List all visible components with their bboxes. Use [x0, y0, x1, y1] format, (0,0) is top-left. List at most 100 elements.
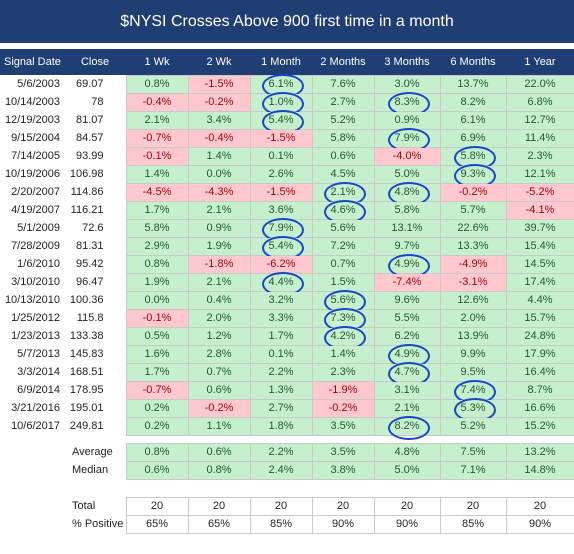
summary-row: Average 0.8% 0.6% 2.2% 3.5% 4.8% 7.5% 13.2% — [0, 442, 574, 462]
stat-value: 20 — [311, 496, 375, 516]
return-cell: 22.0% — [505, 74, 574, 94]
return-cell: 5.0% — [373, 164, 441, 184]
signal-date-cell: 7/14/2005 — [0, 147, 64, 165]
close-cell: 84.57 — [64, 129, 126, 147]
close-cell: 178.95 — [64, 381, 126, 399]
spacer-cell — [440, 435, 506, 443]
close-cell: 69.07 — [64, 75, 126, 93]
stat-label: % Positive — [64, 515, 126, 533]
return-cell: 2.1% — [187, 200, 251, 220]
return-cell: 0.6% — [187, 380, 251, 400]
signal-date-cell: 5/7/2013 — [0, 345, 64, 363]
stat-value: 5.0% — [373, 460, 441, 480]
return-cell: 1.9% — [187, 236, 251, 256]
header-2wk: 2 Wk — [188, 49, 250, 75]
return-cell: 7.2% — [311, 236, 375, 256]
stat-value: 65% — [187, 514, 251, 534]
close-cell: 249.81 — [64, 417, 126, 435]
return-cell: -7.4% — [373, 272, 441, 292]
close-cell: 114.86 — [64, 183, 126, 201]
return-cell: 8.2% — [439, 92, 507, 112]
return-cell: 1.3% — [249, 380, 313, 400]
stat-value: 90% — [505, 514, 574, 534]
return-cell: 3.4% — [187, 110, 251, 130]
return-cell: 5.6% — [311, 218, 375, 238]
stat-value: 85% — [249, 514, 313, 534]
return-cell: 0.8% — [125, 254, 189, 274]
return-cell: 2.1% — [373, 398, 441, 418]
table-row: 10/14/2003 78 -0.4% -0.2% 1.0% 2.7% 8.3% 8.2% 6.… — [0, 92, 574, 117]
close-cell: 93.99 — [64, 147, 126, 165]
header-3months: 3 Months — [374, 49, 440, 75]
return-cell: -4.9% — [439, 254, 507, 274]
return-cell: 5.8% — [311, 128, 375, 148]
spacer-cell — [374, 479, 440, 497]
signal-date-cell: 1/6/2010 — [0, 255, 64, 273]
return-cell: -0.2% — [187, 398, 251, 418]
return-cell: 6.1% — [439, 110, 507, 130]
return-cell-circled: 5.4% — [249, 110, 313, 135]
return-cell: 3.2% — [249, 290, 313, 310]
return-cell-circled: 8.2% — [373, 416, 441, 441]
close-cell: 95.42 — [64, 255, 126, 273]
stat-value: 2.2% — [249, 442, 313, 462]
return-cell: 3.1% — [373, 380, 441, 400]
spacer-cell — [0, 479, 64, 497]
return-cell: 0.2% — [125, 398, 189, 418]
return-cell: 5.2% — [439, 416, 507, 436]
signal-date-cell: 5/6/2003 — [0, 75, 64, 93]
table-row: 7/28/2009 81.31 2.9% 1.9% 5.4% 7.2% 9.7% 13.3% 1… — [0, 236, 574, 261]
return-cell: 1.6% — [125, 344, 189, 364]
data-body: 5/6/2003 69.07 0.8% -1.5% 6.1% 7.6% 3.0% 13.7% 2… — [0, 74, 574, 441]
return-cell: 1.4% — [187, 146, 251, 166]
return-cell: 0.0% — [125, 290, 189, 310]
table-row: 10/13/2010 100.36 0.0% 0.4% 3.2% 5.6% 9.6% 12.6… — [0, 290, 574, 315]
stat-value: 20 — [125, 496, 189, 516]
stat-value: 0.8% — [125, 442, 189, 462]
header-1month: 1 Month — [250, 49, 312, 75]
return-cell-circled: 5.8% — [439, 146, 507, 171]
return-cell: -1.5% — [249, 128, 313, 148]
return-cell: 1.9% — [125, 272, 189, 292]
return-cell: -0.1% — [125, 146, 189, 166]
stat-value: 20 — [373, 496, 441, 516]
close-cell: 116.21 — [64, 201, 126, 219]
close-cell: 100.36 — [64, 291, 126, 309]
return-cell: 0.8% — [125, 74, 189, 94]
return-cell: -1.5% — [187, 74, 251, 94]
spacer-cell — [506, 435, 574, 443]
table-row: 1/23/2013 133.38 0.5% 1.2% 1.7% 4.2% 6.2% 13.9%… — [0, 326, 574, 351]
return-cell: 1.1% — [187, 416, 251, 436]
spacer-cell — [312, 435, 374, 443]
return-cell: 1.4% — [311, 344, 375, 364]
return-cell: 13.7% — [439, 74, 507, 94]
return-cell: 0.4% — [187, 290, 251, 310]
return-cell: 6.2% — [373, 326, 441, 346]
return-cell: 22.6% — [439, 218, 507, 238]
return-cell: 2.8% — [187, 344, 251, 364]
return-cell: 1.2% — [187, 326, 251, 346]
return-cell: -4.3% — [187, 182, 251, 202]
return-cell: 2.3% — [505, 146, 574, 166]
return-cell: 1.7% — [249, 326, 313, 346]
stat-value: 3.8% — [311, 460, 375, 480]
return-cell: 15.7% — [505, 308, 574, 328]
spacer-row — [0, 479, 574, 497]
close-cell: 81.31 — [64, 237, 126, 255]
stat-label: Median — [64, 461, 126, 479]
return-cell: 0.9% — [187, 218, 251, 238]
stat-value: 85% — [439, 514, 507, 534]
table-row: 10/19/2006 106.98 1.4% 0.0% 2.6% 4.5% 5.0% 9.3%… — [0, 164, 574, 189]
close-cell: 106.98 — [64, 165, 126, 183]
summary-body: Average 0.8% 0.6% 2.2% 3.5% 4.8% 7.5% 13.2% Medi… — [0, 435, 574, 534]
empty-cell — [0, 515, 64, 533]
return-cell-circled: 5.3% — [439, 398, 507, 423]
stat-value: 14.8% — [505, 460, 574, 480]
return-cell: 4.4% — [505, 290, 574, 310]
return-cell: 15.4% — [505, 236, 574, 256]
empty-cell — [0, 443, 64, 461]
return-cell: -1.9% — [311, 380, 375, 400]
return-cell: 39.7% — [505, 218, 574, 238]
return-cell: -3.1% — [439, 272, 507, 292]
